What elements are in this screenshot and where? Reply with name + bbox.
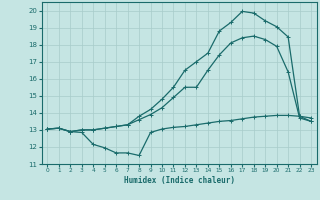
X-axis label: Humidex (Indice chaleur): Humidex (Indice chaleur) xyxy=(124,176,235,185)
